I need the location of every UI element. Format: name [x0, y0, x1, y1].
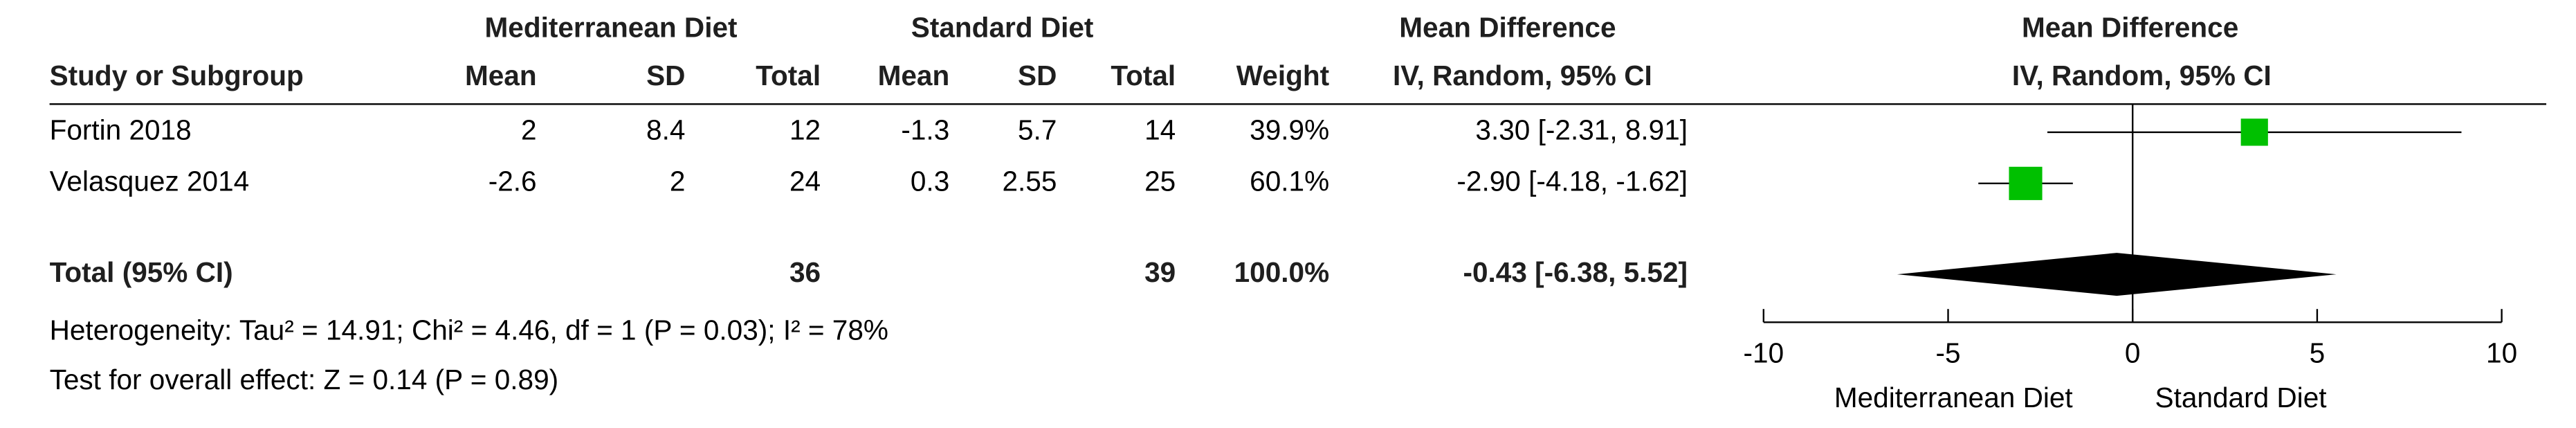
- column-header: SD: [1018, 60, 1057, 91]
- group-header: Mean Difference: [2022, 12, 2238, 44]
- cell: 12: [789, 114, 821, 146]
- group-header: Mediterranean Diet: [484, 12, 737, 44]
- column-header: Total: [1111, 60, 1176, 91]
- column-header: SD: [646, 60, 685, 91]
- cell: 5.7: [1018, 114, 1057, 146]
- overall-effect: Test for overall effect: Z = 0.14 (P = 0…: [50, 364, 559, 395]
- column-header: Mean: [465, 60, 537, 91]
- ci-label: 3.30 [-2.31, 8.91]: [1475, 114, 1688, 146]
- total-name: Total (95% CI): [50, 256, 233, 288]
- cell: 60.1%: [1250, 166, 1329, 197]
- study-name: Fortin 2018: [50, 114, 192, 146]
- total-cell: 36: [789, 256, 821, 288]
- ci-label: -2.90 [-4.18, -1.62]: [1456, 166, 1688, 197]
- x-tick-label: 10: [2486, 337, 2517, 369]
- column-header: Mean: [878, 60, 950, 91]
- column-header: Study or Subgroup: [50, 60, 304, 91]
- x-tick-label: -5: [1935, 337, 1960, 369]
- x-tick-label: 5: [2310, 337, 2326, 369]
- group-header: Standard Diet: [911, 12, 1094, 44]
- column-header: IV, Random, 95% CI: [1393, 60, 1652, 91]
- summary-diamond: [1897, 253, 2337, 296]
- favours-label: Mediterranean Diet: [1834, 382, 2073, 413]
- heterogeneity: Heterogeneity: Tau² = 14.91; Chi² = 4.46…: [50, 314, 888, 346]
- total-cell: 100.0%: [1234, 256, 1330, 288]
- effect-square: [2240, 118, 2268, 146]
- total-ci-label: -0.43 [-6.38, 5.52]: [1463, 256, 1688, 288]
- favours-label: Standard Diet: [2155, 382, 2327, 413]
- effect-square: [2009, 166, 2043, 200]
- total-cell: 39: [1144, 256, 1176, 288]
- cell: 8.4: [646, 114, 685, 146]
- cell: 2: [521, 114, 537, 146]
- x-tick-label: -10: [1744, 337, 1784, 369]
- cell: 0.3: [911, 166, 949, 197]
- cell: 39.9%: [1250, 114, 1329, 146]
- cell: 24: [789, 166, 821, 197]
- x-tick-label: 0: [2125, 337, 2141, 369]
- cell: 2: [670, 166, 686, 197]
- column-header: Total: [756, 60, 821, 91]
- cell: -1.3: [901, 114, 949, 146]
- column-header: Weight: [1236, 60, 1329, 91]
- study-name: Velasquez 2014: [50, 166, 250, 197]
- column-header: IV, Random, 95% CI: [2012, 60, 2272, 91]
- group-header: Mean Difference: [1399, 12, 1616, 44]
- cell: 2.55: [1002, 166, 1057, 197]
- cell: 25: [1144, 166, 1176, 197]
- cell: -2.6: [488, 166, 537, 197]
- cell: 14: [1144, 114, 1176, 146]
